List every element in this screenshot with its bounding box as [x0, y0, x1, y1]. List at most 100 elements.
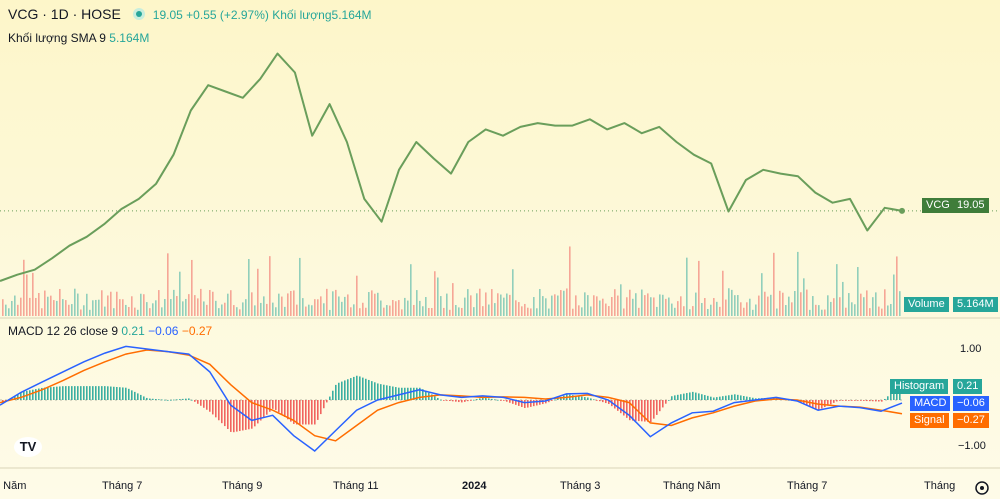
- volume-bar: [572, 308, 574, 316]
- histogram-bar: [200, 400, 202, 406]
- symbol-title[interactable]: VCG · 1D · HOSE: [8, 6, 121, 22]
- volume-bar: [626, 297, 628, 316]
- volume-bar: [455, 305, 457, 316]
- histogram-bar: [83, 386, 85, 400]
- histogram-bar: [77, 386, 79, 400]
- volume-bar: [617, 295, 619, 316]
- histogram-bar: [194, 400, 196, 402]
- volume-bar: [266, 303, 268, 316]
- histogram-bar: [674, 395, 676, 400]
- volume-bar: [353, 304, 355, 316]
- signal-label-tag: Signal: [910, 413, 949, 428]
- histogram-bar: [146, 397, 148, 400]
- volume-bar: [491, 289, 493, 316]
- volume-bar: [854, 304, 856, 316]
- histogram-bar: [875, 400, 877, 402]
- volume-bar: [791, 302, 793, 316]
- volume-bar: [50, 295, 52, 316]
- volume-bar: [2, 299, 4, 316]
- volume-bar: [188, 294, 190, 316]
- histogram-bar: [359, 376, 361, 400]
- volume-bar: [248, 259, 250, 316]
- volume-bar: [20, 297, 22, 316]
- volume-bar: [275, 307, 277, 316]
- price-line: [0, 52, 903, 282]
- histogram-bar: [407, 387, 409, 400]
- volume-bar: [614, 289, 616, 316]
- histogram-bar: [551, 400, 553, 401]
- volume-bar: [302, 298, 304, 316]
- volume-bar: [602, 298, 604, 316]
- histogram-bar: [233, 400, 235, 433]
- volume-value-tag: 5.164M: [953, 297, 998, 312]
- histogram-bar: [695, 392, 697, 400]
- histogram-bar: [89, 386, 91, 400]
- volume-bar: [674, 307, 676, 316]
- histogram-bar: [245, 400, 247, 430]
- histogram-bar: [392, 386, 394, 400]
- volume-bar: [494, 303, 496, 316]
- histogram-bar: [44, 387, 46, 400]
- volume-bar: [869, 308, 871, 316]
- tradingview-logo[interactable]: TV: [14, 437, 42, 457]
- volume-bar: [458, 307, 460, 316]
- volume-bar: [782, 292, 784, 316]
- volume-bar: [662, 294, 664, 316]
- histogram-bar: [155, 399, 157, 400]
- settings-icon[interactable]: [972, 478, 992, 498]
- histogram-bar: [17, 394, 19, 400]
- histogram-bar: [272, 400, 274, 409]
- histogram-bar: [101, 386, 103, 400]
- volume-bar: [401, 309, 403, 316]
- histogram-bar: [485, 397, 487, 400]
- histogram-bar: [131, 390, 133, 400]
- histogram-bar: [680, 394, 682, 400]
- sma-legend[interactable]: Khối lượng SMA 9 5.164M: [8, 31, 149, 45]
- histogram-bar: [419, 387, 421, 400]
- histogram-bar: [896, 388, 898, 400]
- volume-bar: [341, 301, 343, 316]
- histogram-bar: [623, 400, 625, 416]
- histogram-bar: [20, 392, 22, 400]
- volume-bar: [797, 251, 799, 316]
- histogram-bar: [347, 379, 349, 400]
- histogram-bar: [731, 394, 733, 400]
- volume-bar: [683, 306, 685, 316]
- volume-bar: [308, 304, 310, 316]
- volume-bar: [74, 288, 76, 316]
- volume-bar: [608, 306, 610, 316]
- histogram-bar: [86, 386, 88, 400]
- histogram-bar: [173, 399, 175, 401]
- volume-bar: [587, 295, 589, 316]
- volume-bar: [716, 301, 718, 316]
- volume-bar: [485, 292, 487, 316]
- volume-bar: [479, 288, 481, 316]
- volume-bar: [212, 291, 214, 316]
- histogram-bar: [218, 400, 220, 421]
- histogram-bar: [839, 400, 841, 401]
- histogram-bar: [836, 400, 838, 402]
- volume-bar: [263, 296, 265, 316]
- volume-bar: [332, 291, 334, 316]
- volume-bar: [704, 298, 706, 316]
- volume-bar: [605, 303, 607, 316]
- volume-bar: [347, 294, 349, 316]
- volume-bar: [134, 307, 136, 316]
- volume-bar: [23, 259, 25, 316]
- volume-bar: [344, 296, 346, 316]
- volume-bar: [800, 292, 802, 316]
- volume-bar: [530, 308, 532, 316]
- histogram-bar: [572, 395, 574, 400]
- histogram-bar: [659, 400, 661, 412]
- histogram-bar: [362, 377, 364, 400]
- histogram-bar: [80, 386, 82, 400]
- volume-bar: [533, 297, 535, 316]
- histogram-bar: [284, 400, 286, 417]
- histogram-bar: [269, 400, 271, 412]
- macd-legend[interactable]: MACD 12 26 close 9 0.21 −0.06 −0.27: [8, 324, 212, 338]
- histogram-bar: [119, 387, 121, 400]
- volume-bar: [452, 283, 454, 316]
- volume-bar: [545, 298, 547, 316]
- volume-bar: [842, 281, 844, 316]
